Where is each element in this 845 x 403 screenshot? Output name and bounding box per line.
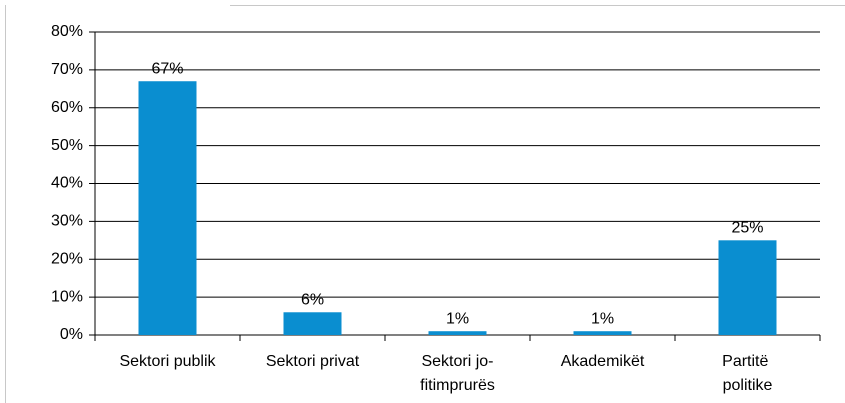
x-tick-label: Partitë politike xyxy=(722,353,773,394)
value-label: 67% xyxy=(151,60,183,77)
value-label: 1% xyxy=(591,310,614,327)
bar xyxy=(573,331,632,335)
bar xyxy=(283,312,342,335)
y-tick-label: 10% xyxy=(51,288,83,305)
bar xyxy=(428,331,487,335)
y-tick-label: 0% xyxy=(60,326,83,343)
y-tick-label: 80% xyxy=(51,23,83,40)
y-tick-label: 30% xyxy=(51,213,83,230)
x-tick-label: Sektori jo-fitimprurës xyxy=(420,353,495,394)
value-label: 25% xyxy=(731,220,763,237)
x-tick-label: Sektori privat xyxy=(266,353,360,370)
y-tick-label: 20% xyxy=(51,250,83,267)
y-tick-label: 60% xyxy=(51,99,83,116)
y-tick-label: 40% xyxy=(51,175,83,192)
y-tick-label: 70% xyxy=(51,61,83,78)
bar xyxy=(138,81,197,335)
x-tick-label: Akademikët xyxy=(561,353,645,370)
bar xyxy=(718,240,777,335)
y-tick-label: 50% xyxy=(51,137,83,154)
value-label: 1% xyxy=(446,310,469,327)
x-tick-label: Sektori publik xyxy=(119,353,216,370)
value-label: 6% xyxy=(301,291,324,308)
